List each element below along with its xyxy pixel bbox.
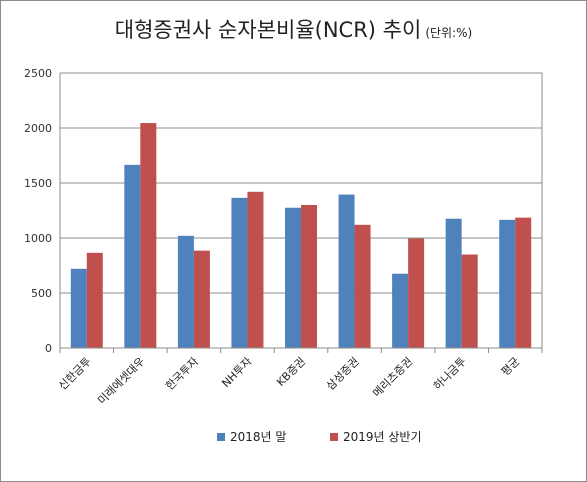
- chart-title-text: 대형증권사 순자본비율(NCR) 추이: [114, 18, 422, 42]
- category-label: 삼성증권: [324, 355, 362, 393]
- y-tick-label: 2000: [24, 122, 52, 135]
- category-label: 신한금투: [56, 355, 94, 393]
- bar-1-5: [285, 207, 301, 348]
- y-tick-label: 1000: [24, 232, 52, 245]
- bar-1-4: [231, 197, 248, 348]
- bar-2-5: [301, 205, 317, 348]
- chart-title: 대형증권사 순자본비율(NCR) 추이 (단위:%): [0, 14, 587, 44]
- legend-label-1: 2018년 말: [230, 430, 286, 444]
- legend-swatch-1: [217, 433, 225, 441]
- category-label: 하나금투: [430, 354, 469, 393]
- bar-2-2: [140, 123, 157, 348]
- bar-1-7: [392, 273, 409, 348]
- y-tick-label: 0: [45, 342, 52, 355]
- category-label: NH투자: [219, 355, 254, 390]
- bar-2-9: [515, 217, 532, 348]
- legend-label-2: 2019년 상반기: [343, 430, 422, 444]
- bar-2-7: [408, 238, 425, 348]
- category-label: 한국투자: [163, 355, 201, 393]
- bar-2-1: [86, 252, 103, 348]
- bar-1-6: [338, 194, 355, 348]
- y-tick-label: 1500: [24, 177, 52, 190]
- bar-1-3: [177, 235, 194, 348]
- bar-2-3: [193, 250, 210, 348]
- category-label: KB증권: [274, 355, 308, 389]
- y-tick-label: 2500: [24, 67, 52, 80]
- y-tick-label: 500: [31, 287, 52, 300]
- category-label: 평균: [499, 355, 523, 379]
- bar-2-8: [461, 254, 478, 348]
- category-label: 미래에셋대우: [95, 355, 147, 407]
- bar-1-8: [445, 218, 462, 348]
- category-label: 메리츠증권: [370, 355, 415, 400]
- bar-1-2: [124, 164, 141, 348]
- legend-swatch-2: [330, 433, 338, 441]
- bar-2-4: [247, 191, 264, 348]
- chart-unit-note: (단위:%): [425, 26, 473, 40]
- bar-1-9: [499, 219, 516, 348]
- bar-1-1: [70, 268, 87, 348]
- bar-2-6: [354, 224, 371, 348]
